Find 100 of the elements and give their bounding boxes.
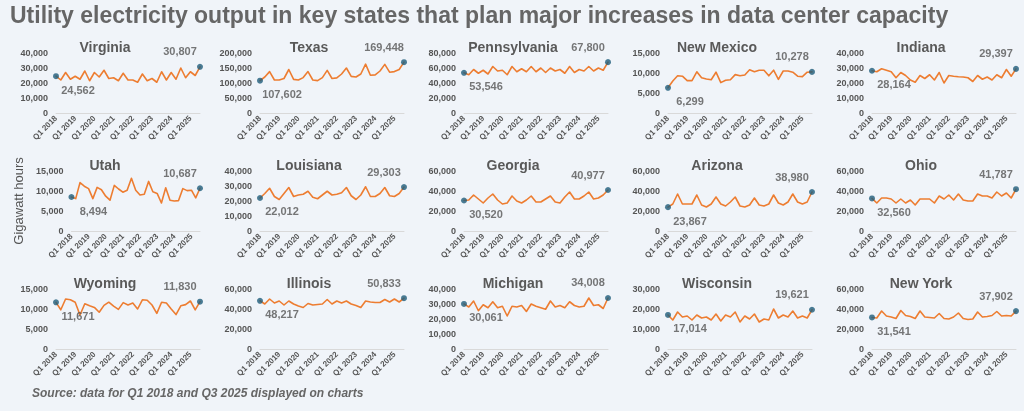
y-tick-label: 200,000 — [219, 48, 252, 58]
chart-title: Wisconsin — [682, 275, 752, 291]
y-tick-label: 40,000 — [428, 78, 456, 88]
data-label: 29,397 — [979, 47, 1013, 60]
y-tick-label: 50,000 — [224, 93, 252, 103]
line-series — [259, 185, 405, 201]
data-label: 17,014 — [673, 322, 708, 335]
data-label: 67,800 — [571, 40, 605, 53]
y-tick-label: 40,000 — [428, 186, 456, 196]
y-tick-label: 40,000 — [836, 186, 864, 196]
y-tick-label: 10,000 — [632, 324, 660, 334]
y-tick-label: 150,000 — [219, 63, 252, 73]
chart-title: Texas — [289, 39, 329, 55]
chart-title: Michigan — [482, 275, 544, 291]
y-tick-label: 0 — [42, 108, 48, 118]
y-tick-label: 0 — [654, 108, 660, 118]
data-label: 30,061 — [469, 311, 503, 324]
data-label: 19,621 — [775, 288, 809, 301]
y-tick-label: 60,000 — [428, 166, 456, 176]
y-tick-label: 40,000 — [224, 166, 252, 176]
data-label: 23,867 — [673, 214, 707, 227]
y-tick-label: 20,000 — [428, 314, 456, 324]
y-tick-label: 5,000 — [25, 324, 48, 334]
y-tick-label: 0 — [654, 344, 660, 354]
data-label: 22,012 — [265, 205, 299, 218]
y-tick-label: 20,000 — [428, 206, 456, 216]
y-tick-label: 40,000 — [20, 48, 48, 58]
y-tick-label: 15,000 — [632, 48, 660, 58]
y-tick-label: 40,000 — [836, 48, 864, 58]
y-tick-label: 0 — [858, 108, 864, 118]
data-label: 11,671 — [61, 309, 95, 322]
y-tick-label: 40,000 — [428, 284, 456, 294]
line-series — [259, 297, 405, 309]
y-tick-label: 20,000 — [428, 93, 456, 103]
chart-title: Illinois — [286, 275, 332, 291]
line-series — [259, 61, 405, 82]
data-label: 38,980 — [775, 170, 809, 183]
chart-title: Ohio — [905, 157, 937, 173]
y-tick-label: 5,000 — [637, 88, 660, 98]
data-label: 53,546 — [469, 80, 503, 93]
chart-title: Arizona — [691, 157, 743, 173]
chart-title: Virginia — [79, 39, 131, 55]
y-tick-label: 10,000 — [632, 68, 660, 78]
data-label: 50,833 — [367, 276, 401, 289]
data-label: 40,977 — [571, 168, 605, 181]
data-label: 30,807 — [163, 45, 197, 58]
y-tick-label: 30,000 — [20, 63, 48, 73]
y-tick-label: 10,000 — [35, 186, 64, 196]
y-tick-label: 0 — [246, 108, 252, 118]
y-tick-label: 10,000 — [20, 304, 48, 314]
data-label: 10,687 — [163, 166, 197, 179]
chart-title: Louisiana — [276, 157, 342, 173]
y-tick-label: 5,000 — [40, 206, 64, 216]
line-series — [55, 65, 201, 84]
y-tick-label: 0 — [42, 344, 48, 354]
y-tick-label: 80,000 — [428, 48, 456, 58]
y-tick-label: 40,000 — [632, 186, 660, 196]
y-tick-label: 10,000 — [224, 211, 252, 221]
y-tick-label: 0 — [246, 344, 252, 354]
y-tick-label: 30,000 — [224, 181, 252, 191]
data-label: 48,217 — [265, 308, 299, 321]
y-tick-label: 0 — [858, 344, 864, 354]
y-tick-label: 40,000 — [224, 304, 252, 314]
chart-title: Georgia — [486, 157, 540, 173]
y-tick-label: 30,000 — [836, 63, 864, 73]
y-tick-label: 20,000 — [632, 304, 660, 314]
y-tick-label: 30,000 — [428, 299, 456, 309]
y-tick-label: 40,000 — [836, 304, 864, 314]
data-label: 107,602 — [262, 88, 302, 101]
text: Utility electricity output in key states that plan major increases in data center capacity — [10, 2, 949, 29]
data-label: 11,830 — [163, 280, 197, 293]
data-label: 41,787 — [979, 167, 1013, 180]
source-note: Source: data for Q1 2018 and Q3 2025 displayed on charts — [32, 386, 364, 400]
data-label: 29,303 — [367, 165, 401, 178]
data-label: 8,494 — [79, 204, 109, 217]
data-label: 37,902 — [979, 289, 1013, 302]
y-tick-label: 20,000 — [224, 196, 252, 206]
y-tick-label: 0 — [858, 226, 864, 236]
y-tick-label: 60,000 — [836, 166, 864, 176]
y-tick-label: 0 — [246, 226, 252, 236]
line-series — [667, 308, 813, 323]
data-label: 10,278 — [775, 50, 809, 63]
y-tick-label: 0 — [450, 344, 456, 354]
y-tick-label: 0 — [450, 226, 456, 236]
data-label: 34,008 — [571, 276, 605, 289]
data-label: 30,520 — [469, 207, 503, 220]
chart-title: Utah — [89, 157, 121, 173]
chart-title: Wyoming — [73, 275, 137, 291]
chart-title: Indiana — [896, 39, 946, 55]
y-tick-label: 15,000 — [20, 284, 48, 294]
chart-title: New York — [889, 275, 953, 291]
data-label: 32,560 — [877, 205, 911, 218]
y-tick-label: 0 — [450, 108, 456, 118]
y-tick-label: 10,000 — [428, 329, 456, 339]
y-tick-label: 20,000 — [836, 78, 864, 88]
y-tick-label: 20,000 — [224, 324, 252, 334]
y-tick-label: 15,000 — [35, 166, 64, 176]
data-label: 28,164 — [877, 78, 912, 91]
y-tick-label: 10,000 — [20, 93, 48, 103]
y-tick-label: 10,000 — [836, 93, 864, 103]
